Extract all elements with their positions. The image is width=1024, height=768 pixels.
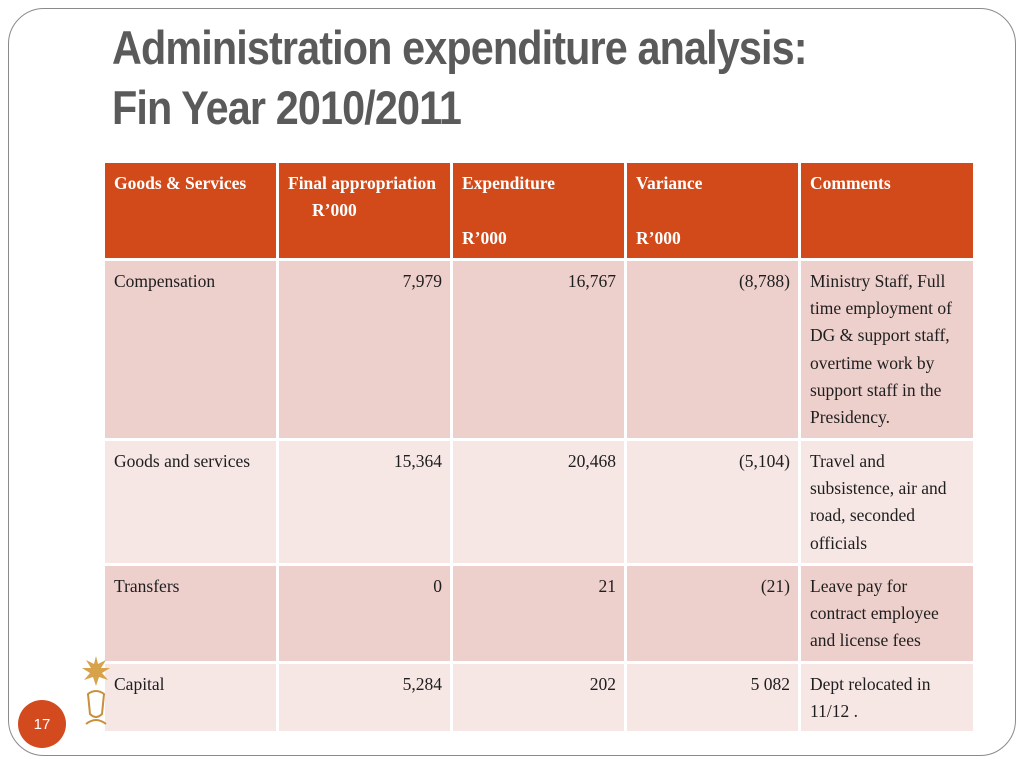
header-final-appropriation-label: Final appropriation	[288, 173, 436, 193]
row-variance: (8,788)	[624, 257, 801, 441]
row-appropriation: 7,979	[276, 257, 453, 441]
coat-of-arms-logo	[82, 656, 110, 725]
header-final-appropriation: Final appropriation R’000	[276, 160, 453, 261]
row-comment: Ministry Staff, Full time employment of …	[798, 257, 976, 441]
row-comment: Leave pay for contract employee and lice…	[798, 562, 976, 664]
slide-title: Administration expenditure analysis: Fin…	[112, 18, 886, 138]
page-number: 17	[33, 715, 51, 733]
header-expenditure: Expenditure R’000	[450, 160, 627, 261]
row-comment: Dept relocated in 11/12 .	[798, 660, 976, 735]
header-variance-unit: R’000	[636, 227, 681, 248]
table-row: Transfers 0 21 (21) Leave pay for contra…	[102, 562, 976, 664]
header-variance: Variance R’000	[624, 160, 801, 261]
table-row: Capital 5,284 202 5 082 Dept relocated i…	[102, 660, 976, 735]
row-expenditure: 202	[450, 660, 627, 735]
header-goods-services: Goods & Services	[102, 160, 279, 261]
title-line-2: Fin Year 2010/2011	[112, 81, 462, 134]
page-number-badge: 17	[18, 700, 66, 748]
row-item: Compensation	[102, 257, 279, 441]
row-variance: 5 082	[624, 660, 801, 735]
row-expenditure: 16,767	[450, 257, 627, 441]
row-appropriation: 15,364	[276, 437, 453, 566]
header-expenditure-unit: R’000	[462, 227, 507, 248]
row-variance: (21)	[624, 562, 801, 664]
expenditure-table: Goods & Services Final appropriation R’0…	[102, 160, 976, 735]
title-line-1: Administration expenditure analysis:	[112, 21, 807, 74]
row-appropriation: 5,284	[276, 660, 453, 735]
table-row: Compensation 7,979 16,767 (8,788) Minist…	[102, 257, 976, 441]
row-appropriation: 0	[276, 562, 453, 664]
row-item: Capital	[102, 660, 279, 735]
table-header-row: Goods & Services Final appropriation R’0…	[102, 160, 976, 261]
row-expenditure: 21	[450, 562, 627, 664]
table-row: Goods and services 15,364 20,468 (5,104)…	[102, 437, 976, 566]
row-comment: Travel and subsistence, air and road, se…	[798, 437, 976, 566]
row-expenditure: 20,468	[450, 437, 627, 566]
row-variance: (5,104)	[624, 437, 801, 566]
row-item: Goods and services	[102, 437, 279, 566]
header-variance-label: Variance	[636, 173, 703, 193]
header-expenditure-label: Expenditure	[462, 173, 556, 193]
row-item: Transfers	[102, 562, 279, 664]
header-final-appropriation-unit: R’000	[312, 200, 357, 221]
header-comments: Comments	[798, 160, 976, 261]
